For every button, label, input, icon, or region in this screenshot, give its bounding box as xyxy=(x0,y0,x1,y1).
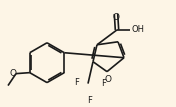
Text: O: O xyxy=(105,75,112,84)
Text: O: O xyxy=(10,69,17,78)
Text: F: F xyxy=(88,96,92,105)
Text: OH: OH xyxy=(132,25,145,34)
Text: F: F xyxy=(101,79,106,88)
Text: F: F xyxy=(74,78,79,87)
Text: O: O xyxy=(112,13,120,22)
